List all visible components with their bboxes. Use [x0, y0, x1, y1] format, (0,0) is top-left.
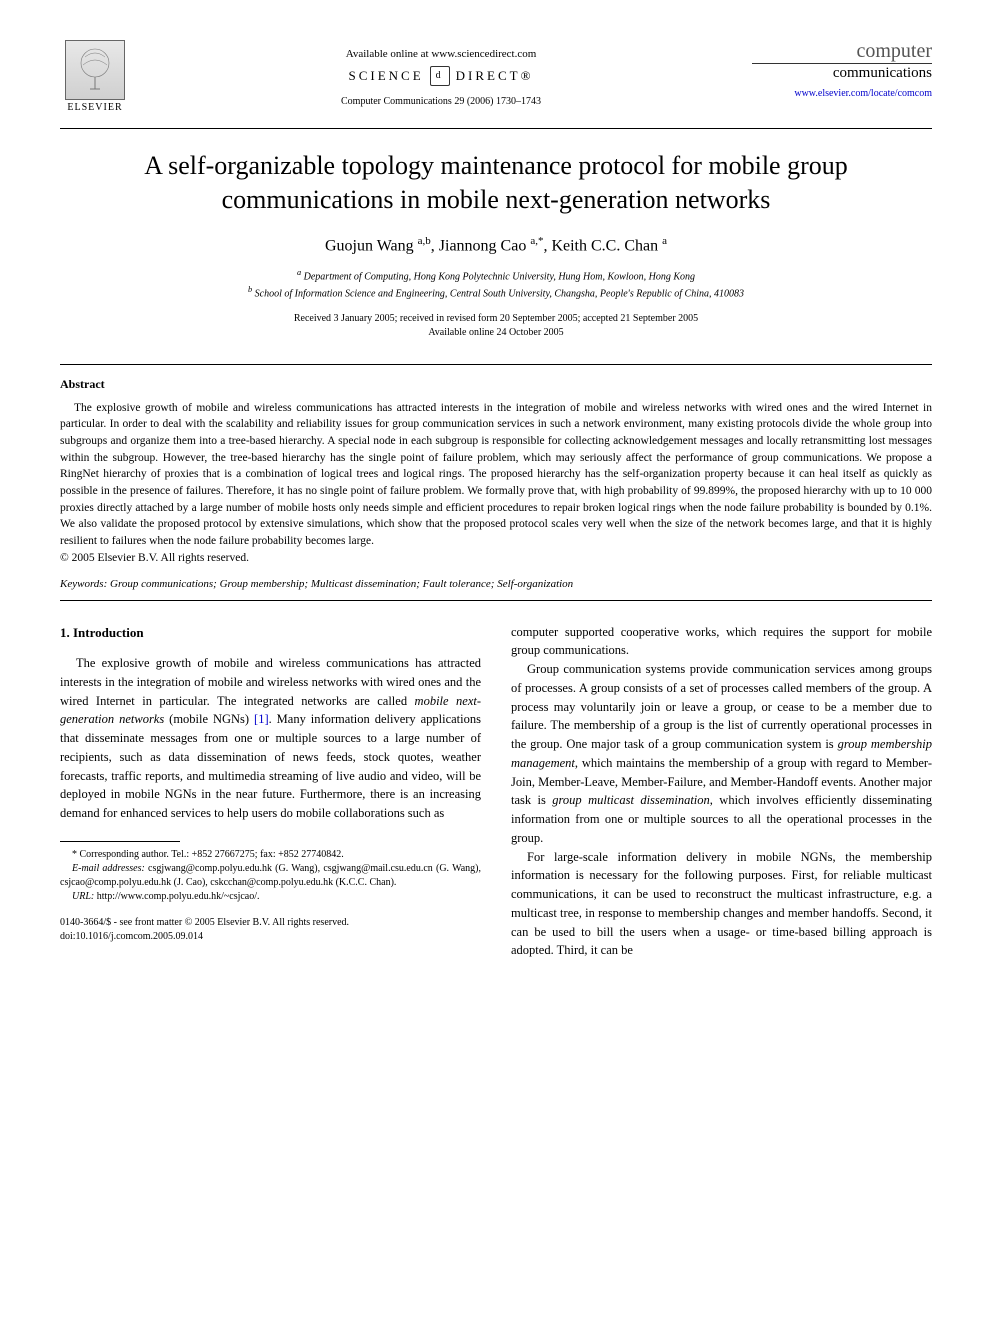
- section-1-heading: 1. Introduction: [60, 623, 481, 643]
- journal-reference: Computer Communications 29 (2006) 1730–1…: [130, 96, 752, 107]
- abstract-body: The explosive growth of mobile and wirel…: [60, 400, 932, 550]
- col2-continuation: computer supported cooperative works, wh…: [511, 623, 932, 661]
- footnote-divider: [60, 841, 180, 842]
- sd-right: DIRECT®: [456, 68, 534, 84]
- keywords-divider: [60, 600, 932, 601]
- p2-ital-2: group multicast dissemination: [552, 793, 709, 807]
- author-2: Jiannong Cao: [439, 237, 527, 254]
- publisher-name: ELSEVIER: [67, 102, 122, 113]
- author-1: Guojun Wang: [325, 237, 414, 254]
- doi-line: doi:10.1016/j.comcom.2005.09.014: [60, 930, 481, 944]
- p1-part-c: . Many information delivery applications…: [60, 712, 481, 820]
- keywords-list: Group communications; Group membership; …: [110, 578, 573, 590]
- publisher-logo: ELSEVIER: [60, 40, 130, 120]
- body-columns: 1. Introduction The explosive growth of …: [60, 623, 932, 961]
- header-divider: [60, 128, 932, 129]
- center-header: Available online at www.sciencedirect.co…: [130, 40, 752, 107]
- journal-logo: computer communications www.elsevier.com…: [752, 40, 932, 99]
- url-body: http://www.comp.polyu.edu.hk/~csjcao/.: [94, 891, 259, 902]
- received-date: Received 3 January 2005; received in rev…: [60, 312, 932, 326]
- abstract-copyright: © 2005 Elsevier B.V. All rights reserved…: [60, 552, 932, 564]
- author-1-sup: a,b: [418, 235, 431, 247]
- authors-line: Guojun Wang a,b, Jiannong Cao a,*, Keith…: [60, 235, 932, 255]
- p1-part-b: (mobile NGNs): [164, 712, 254, 726]
- online-date: Available online 24 October 2005: [60, 326, 932, 340]
- author-3-sup: a: [662, 235, 667, 247]
- science-direct-logo: SCIENCE d DIRECT®: [130, 66, 752, 86]
- left-column: 1. Introduction The explosive growth of …: [60, 623, 481, 961]
- right-column: computer supported cooperative works, wh…: [511, 623, 932, 961]
- affiliation-b: b School of Information Science and Engi…: [60, 284, 932, 301]
- journal-name-line1: computer: [752, 40, 932, 63]
- footnotes: * Corresponding author. Tel.: +852 27667…: [60, 848, 481, 904]
- affiliations: a Department of Computing, Hong Kong Pol…: [60, 267, 932, 302]
- journal-name-line2: communications: [752, 63, 932, 82]
- available-online-text: Available online at www.sciencedirect.co…: [130, 48, 752, 60]
- affiliation-a-text: Department of Computing, Hong Kong Polyt…: [304, 271, 695, 282]
- ref-1-link[interactable]: [1]: [254, 712, 269, 726]
- header-row: ELSEVIER Available online at www.science…: [60, 40, 932, 120]
- url-label: URL:: [72, 891, 94, 902]
- keywords-line: Keywords: Group communications; Group me…: [60, 578, 932, 590]
- sd-left: SCIENCE: [349, 68, 424, 84]
- abstract-top-divider: [60, 364, 932, 365]
- sd-d-icon: d: [430, 66, 450, 86]
- elsevier-tree-icon: [65, 40, 125, 100]
- author-url: URL: http://www.comp.polyu.edu.hk/~csjca…: [60, 890, 481, 904]
- doi-block: 0140-3664/$ - see front matter © 2005 El…: [60, 916, 481, 944]
- affiliation-b-text: School of Information Science and Engine…: [255, 289, 744, 300]
- email-addresses: E-mail addresses: csgjwang@comp.polyu.ed…: [60, 862, 481, 890]
- col2-para-2: Group communication systems provide comm…: [511, 660, 932, 848]
- author-2-sup: a,*: [530, 235, 543, 247]
- author-3: Keith C.C. Chan: [551, 237, 658, 254]
- intro-para-1: The explosive growth of mobile and wirel…: [60, 654, 481, 823]
- affiliation-a: a Department of Computing, Hong Kong Pol…: [60, 267, 932, 284]
- keywords-label: Keywords:: [60, 578, 107, 590]
- abstract-heading: Abstract: [60, 377, 932, 392]
- corresponding-author-note: * Corresponding author. Tel.: +852 27667…: [60, 848, 481, 862]
- article-dates: Received 3 January 2005; received in rev…: [60, 312, 932, 340]
- journal-url-link[interactable]: www.elsevier.com/locate/comcom: [752, 88, 932, 99]
- article-title: A self-organizable topology maintenance …: [60, 149, 932, 217]
- front-matter-line: 0140-3664/$ - see front matter © 2005 El…: [60, 916, 481, 930]
- email-label: E-mail addresses:: [72, 863, 145, 874]
- col2-para-3: For large-scale information delivery in …: [511, 848, 932, 961]
